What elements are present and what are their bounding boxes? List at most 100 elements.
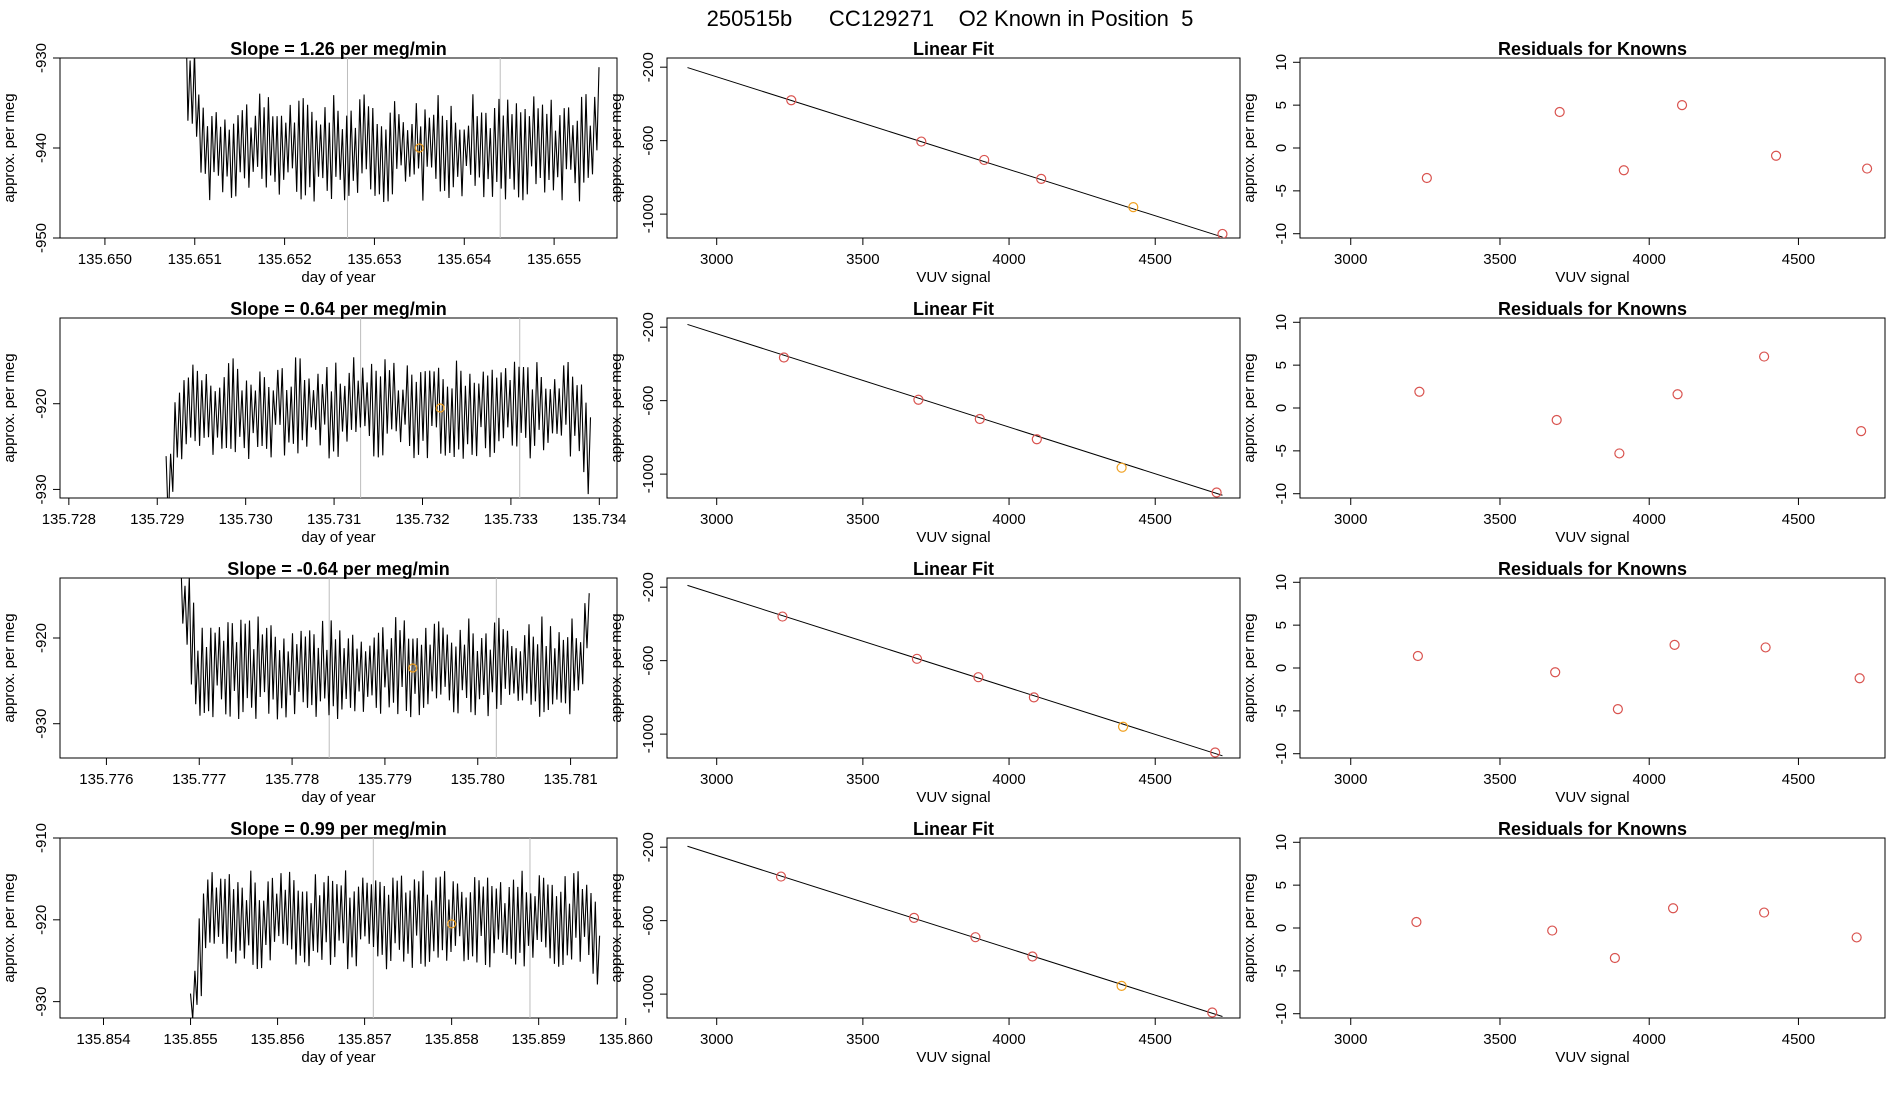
panel-title: Residuals for Knowns xyxy=(1498,39,1687,59)
data-point xyxy=(1854,673,1865,684)
x-axis: 135.776 135.777 135.778 135.779 135.780 135.7… xyxy=(79,758,598,788)
y-tick-label: -5 xyxy=(1273,964,1290,977)
y-tick-label: -600 xyxy=(640,126,657,156)
y-axis: -1000 -600 -200 xyxy=(640,572,667,753)
y-tick-label: 5 xyxy=(1273,621,1290,629)
plot-frame xyxy=(666,57,1241,239)
x-tick-label: 135.779 xyxy=(358,771,412,788)
x-tick-label: 135.856 xyxy=(250,1031,304,1048)
x-axis-label: VUV signal xyxy=(916,269,990,286)
y-axis: -1000 -600 -200 xyxy=(640,312,667,493)
highlight-point xyxy=(1117,721,1129,732)
data-point xyxy=(1851,932,1862,943)
data-point xyxy=(973,672,984,683)
x-tick-label: 135.855 xyxy=(163,1031,217,1048)
x-tick-label: 135.781 xyxy=(543,771,597,788)
y-axis-label: approx. per meg xyxy=(608,93,625,202)
x-tick-label: 135.729 xyxy=(130,511,184,528)
y-tick-label: -200 xyxy=(640,52,657,82)
data-point xyxy=(1550,667,1561,678)
x-tick-label: 4500 xyxy=(1782,771,1815,788)
x-axis-label: day of year xyxy=(301,1049,375,1066)
x-tick-label: 3500 xyxy=(846,1031,879,1048)
data-point xyxy=(1676,100,1688,111)
x-tick-label: 4500 xyxy=(1139,1031,1172,1048)
x-tick-label: 3000 xyxy=(1334,771,1367,788)
data-point xyxy=(1672,389,1683,400)
x-tick-label: 135.776 xyxy=(79,771,133,788)
y-axis-label: approx. per meg xyxy=(1241,93,1258,202)
data-point xyxy=(1027,951,1038,962)
x-axis-label: day of year xyxy=(301,789,375,806)
panel-title: Residuals for Knowns xyxy=(1498,299,1687,319)
data-point xyxy=(916,136,927,147)
data-point xyxy=(1411,916,1422,928)
y-axis: -10 -5 0 5 10 xyxy=(1273,54,1300,245)
panel-title: Linear Fit xyxy=(913,559,994,579)
y-tick-label: -5 xyxy=(1273,184,1290,197)
y-tick-label: -600 xyxy=(640,646,657,676)
x-axis: 3000 3500 4000 4500 xyxy=(1334,758,1815,788)
x-axis-label: day of year xyxy=(301,529,375,546)
x-axis: 3000 3500 4000 4500 xyxy=(700,498,1172,528)
x-axis: 3000 3500 4000 4500 xyxy=(700,1018,1172,1048)
panel-title: Residuals for Knowns xyxy=(1498,559,1687,579)
y-tick-label: -600 xyxy=(640,906,657,936)
panel-title: Slope = 1.26 per meg/min xyxy=(230,39,447,59)
plot-frame xyxy=(1299,57,1886,239)
y-tick-label: 0 xyxy=(1273,144,1290,152)
x-tick-label: 3000 xyxy=(1334,251,1367,268)
y-tick-label: 0 xyxy=(1273,404,1290,412)
figure-title: 250515b CC129271 O2 Known in Position 5 xyxy=(707,6,1194,31)
x-axis-label: VUV signal xyxy=(916,1049,990,1066)
y-axis: -1000 -600 -200 xyxy=(640,832,667,1013)
y-tick-label: -920 xyxy=(33,905,50,935)
x-tick-label: 4000 xyxy=(992,251,1025,268)
y-tick-label: 0 xyxy=(1273,924,1290,932)
x-tick-label: 3500 xyxy=(1483,771,1516,788)
fit-line xyxy=(687,323,1223,496)
y-tick-label: -1000 xyxy=(640,715,657,753)
x-tick-label: 135.733 xyxy=(484,511,538,528)
x-tick-label: 3000 xyxy=(700,511,733,528)
x-tick-label: 135.652 xyxy=(257,251,311,268)
data-point xyxy=(1414,386,1425,397)
plot-area xyxy=(1411,903,1862,964)
x-tick-label: 135.734 xyxy=(572,511,626,528)
data-point xyxy=(1412,650,1423,662)
x-tick-label: 3000 xyxy=(1334,1031,1367,1048)
data-point xyxy=(1547,925,1558,936)
y-tick-label: -600 xyxy=(640,386,657,416)
highlight-point xyxy=(1116,462,1127,473)
x-tick-label: 3500 xyxy=(846,511,879,528)
series-line xyxy=(189,870,601,1018)
data-point xyxy=(1551,414,1562,426)
x-axis-label: VUV signal xyxy=(1555,269,1629,286)
y-axis-label: approx. per meg xyxy=(608,613,625,722)
plot-area xyxy=(1414,351,1867,459)
x-tick-label: 4000 xyxy=(1633,1031,1666,1048)
y-tick-label: -930 xyxy=(33,474,50,504)
y-axis-label: approx. per meg xyxy=(1,873,18,982)
data-point xyxy=(1770,150,1782,161)
x-tick-label: 3500 xyxy=(1483,1031,1516,1048)
panel-2-2: Residuals for Knowns 3000 3500 4000 4500 VUV … xyxy=(1241,559,1886,806)
x-axis-label: day of year xyxy=(301,269,375,286)
y-axis-label: approx. per meg xyxy=(1,93,18,202)
y-tick-label: -10 xyxy=(1273,483,1290,505)
plot-area xyxy=(1412,639,1865,715)
data-point xyxy=(777,611,788,622)
plot-area xyxy=(165,318,592,498)
y-tick-label: 0 xyxy=(1273,664,1290,672)
y-tick-label: -10 xyxy=(1273,1003,1290,1025)
data-point xyxy=(1759,907,1770,918)
plot-area xyxy=(687,67,1228,238)
y-axis: -10 -5 0 5 10 xyxy=(1273,574,1300,765)
y-axis: -930 -920 xyxy=(33,623,60,739)
y-axis: -10 -5 0 5 10 xyxy=(1273,314,1300,505)
data-point xyxy=(911,653,923,664)
panel-1-1: Linear Fit 3000 3500 4000 4500 VUV signal -100… xyxy=(608,299,1241,546)
